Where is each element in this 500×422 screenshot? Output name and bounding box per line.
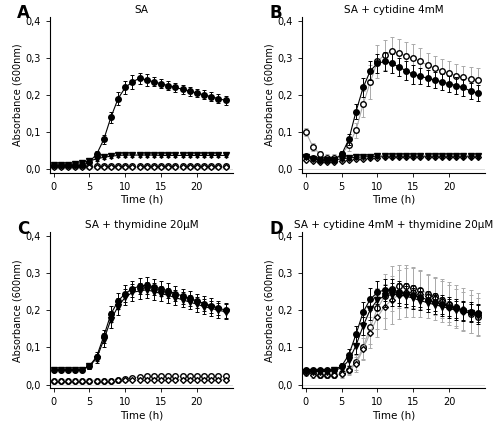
Title: SA: SA [134, 5, 148, 15]
Text: D: D [270, 220, 283, 238]
Text: A: A [17, 4, 30, 22]
Title: SA + cytidine 4mM + thymidine 20µM: SA + cytidine 4mM + thymidine 20µM [294, 220, 493, 230]
Title: SA + thymidine 20µM: SA + thymidine 20µM [84, 220, 198, 230]
X-axis label: Time (h): Time (h) [372, 410, 415, 420]
Y-axis label: Absorbance (600nm): Absorbance (600nm) [265, 259, 275, 362]
Title: SA + cytidine 4mM: SA + cytidine 4mM [344, 5, 444, 15]
Y-axis label: Absorbance (600nm): Absorbance (600nm) [12, 43, 22, 146]
Text: C: C [17, 220, 29, 238]
Y-axis label: Absorbance (600nm): Absorbance (600nm) [12, 259, 22, 362]
Text: B: B [270, 4, 282, 22]
X-axis label: Time (h): Time (h) [120, 195, 163, 205]
X-axis label: Time (h): Time (h) [372, 195, 415, 205]
X-axis label: Time (h): Time (h) [120, 410, 163, 420]
Y-axis label: Absorbance (600nm): Absorbance (600nm) [265, 43, 275, 146]
